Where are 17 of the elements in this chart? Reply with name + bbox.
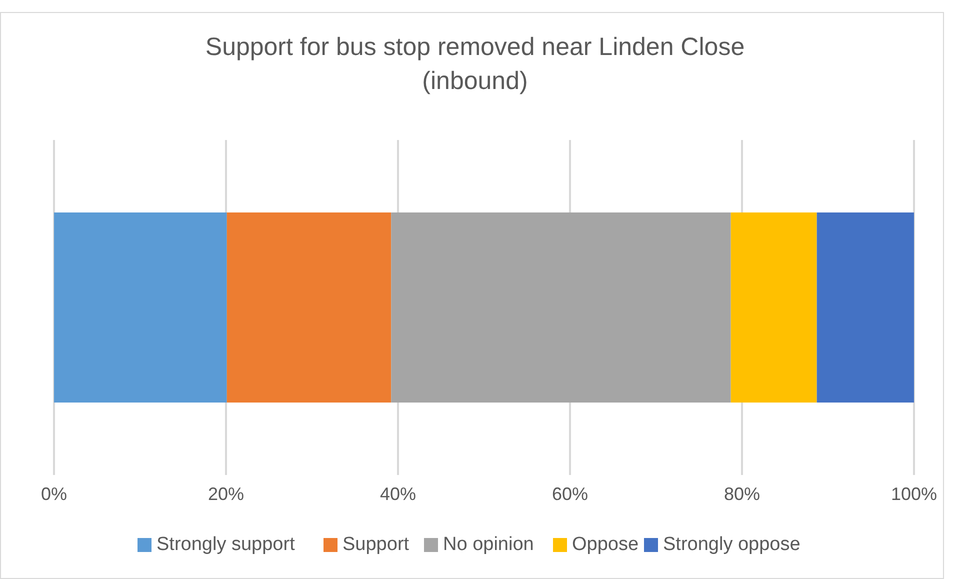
bar: [730, 212, 817, 403]
x-tick-label: 60%: [552, 484, 588, 504]
legend-label: Strongly support: [156, 534, 296, 556]
legend-label: No opinion: [443, 534, 534, 556]
bar: [54, 212, 227, 403]
chart-title: Support for bus stop removed near Linden Close (inbound): [205, 33, 745, 95]
x-tick-label: 80%: [724, 484, 760, 504]
bar: [391, 212, 731, 403]
x-tick-label: 40%: [380, 484, 416, 504]
legend-label: Oppose: [572, 534, 639, 556]
x-tick-label: 20%: [208, 484, 244, 504]
legend-label: Support: [342, 534, 410, 556]
bar: [816, 212, 914, 403]
bar: [226, 212, 392, 403]
legend-label: Strongly oppose: [663, 534, 800, 556]
x-tick-label: 100%: [890, 484, 938, 504]
x-tick-label: 0%: [40, 484, 68, 504]
